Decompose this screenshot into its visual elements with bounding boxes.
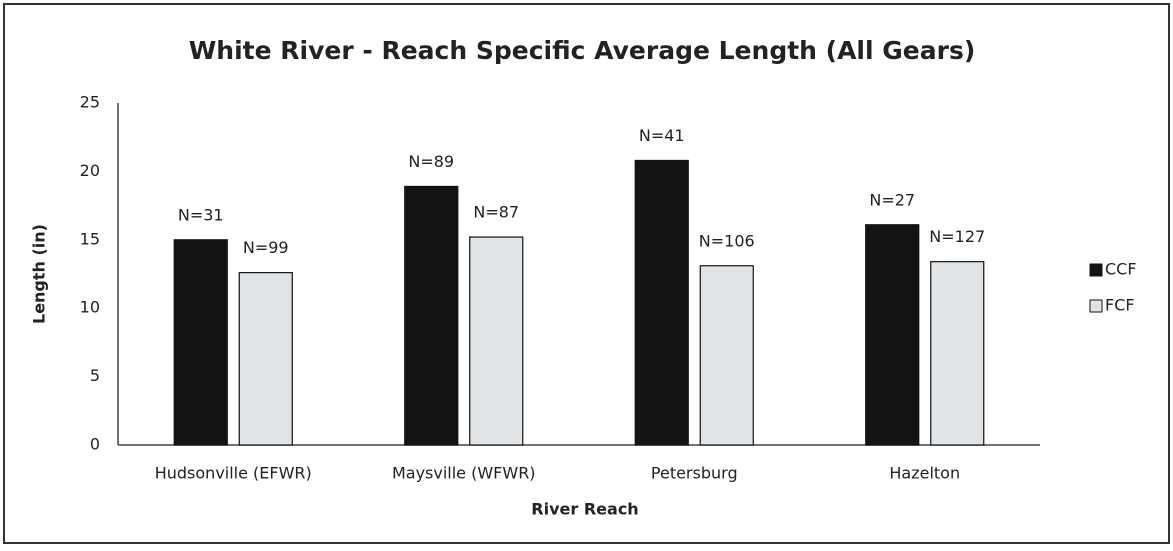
y-tick-label: 25 — [80, 93, 100, 112]
x-tick-label: Petersburg — [651, 464, 738, 483]
bar — [238, 272, 293, 446]
chart-title: White River - Reach Specific Average Len… — [189, 36, 976, 65]
bar-annotation: N=127 — [929, 227, 985, 246]
x-tick-label: Hudsonville (EFWR) — [155, 464, 312, 483]
bar — [699, 265, 754, 446]
y-tick-label: 20 — [80, 161, 100, 180]
x-axis-label: River Reach — [531, 500, 638, 519]
bar — [469, 236, 524, 446]
y-tick-label: 10 — [80, 298, 100, 317]
bar-annotation: N=41 — [639, 126, 685, 145]
bar — [930, 261, 985, 446]
bar-annotation: N=89 — [408, 152, 454, 171]
y-tick-label: 15 — [80, 229, 100, 248]
y-tick-label: 0 — [90, 435, 100, 454]
bar — [865, 224, 920, 446]
bar-annotation: N=87 — [473, 203, 519, 222]
bar — [173, 239, 228, 446]
x-tick-label: Maysville (WFWR) — [392, 464, 536, 483]
legend-swatch — [1089, 299, 1103, 313]
x-tick-label: Hazelton — [889, 464, 960, 483]
bar-annotation: N=27 — [869, 190, 915, 209]
bar-annotation: N=106 — [699, 231, 755, 250]
bar — [634, 159, 689, 446]
legend-swatch — [1089, 263, 1103, 277]
y-tick-label: 5 — [90, 366, 100, 385]
y-axis-label: Length (in) — [30, 224, 49, 324]
bar-annotation: N=31 — [178, 205, 224, 224]
legend-label: FCF — [1105, 296, 1135, 315]
bar-annotation: N=99 — [243, 238, 289, 257]
bar — [404, 185, 459, 446]
legend-label: CCF — [1105, 260, 1137, 279]
